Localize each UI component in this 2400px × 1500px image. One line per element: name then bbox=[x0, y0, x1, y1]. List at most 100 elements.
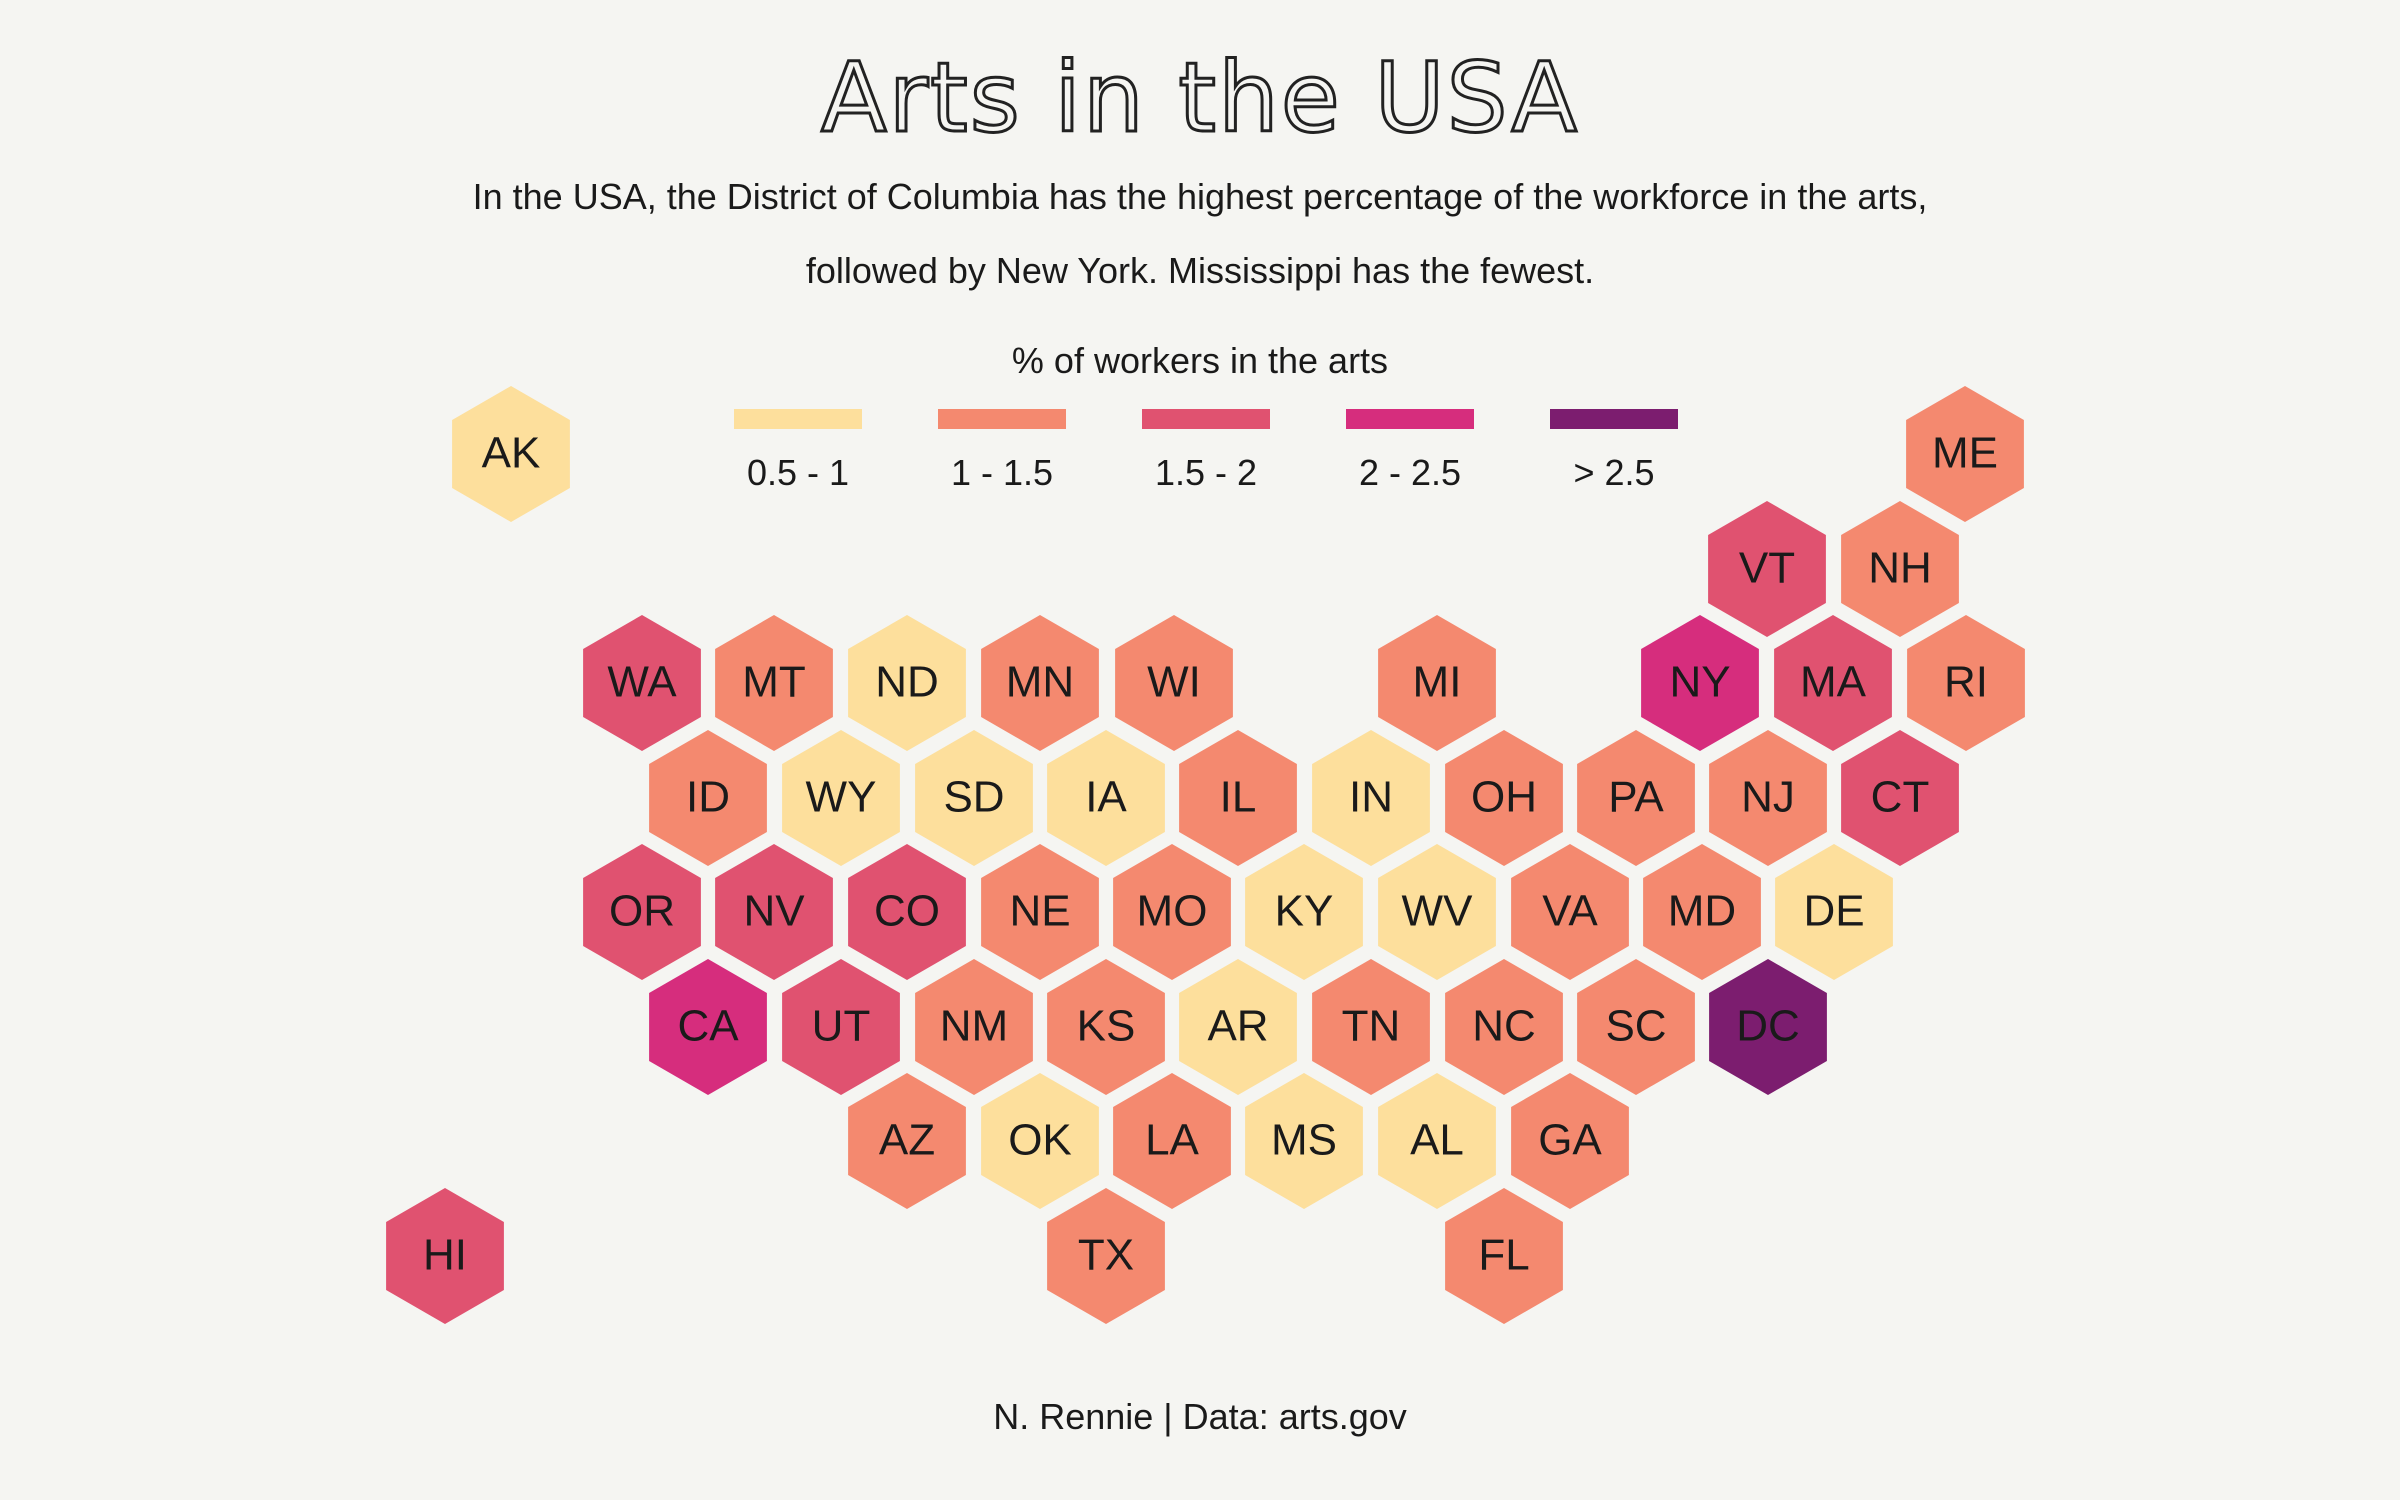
state-label: OK bbox=[1008, 1116, 1072, 1165]
state-hex-ne: NE bbox=[981, 844, 1099, 980]
state-hex-wa: WA bbox=[583, 615, 701, 751]
state-hex-ny: NY bbox=[1641, 615, 1759, 751]
state-label: AZ bbox=[879, 1116, 935, 1165]
legend-label-0: 0.5 - 1 bbox=[746, 452, 850, 493]
state-hex-shape bbox=[915, 730, 1033, 866]
state-label: ID bbox=[686, 773, 730, 822]
state-hex-sc: SC bbox=[1577, 959, 1695, 1095]
state-hex-tx: TX bbox=[1047, 1188, 1165, 1324]
state-label: WY bbox=[806, 773, 877, 822]
state-hex-shape bbox=[1841, 501, 1959, 637]
state-hex-ar: AR bbox=[1179, 959, 1297, 1095]
state-hex-mn: MN bbox=[981, 615, 1099, 751]
state-label: KS bbox=[1077, 1002, 1136, 1051]
state-hex-co: CO bbox=[848, 844, 966, 980]
state-hex-wy: WY bbox=[782, 730, 900, 866]
state-hex-ks: KS bbox=[1047, 959, 1165, 1095]
state-label: NE bbox=[1009, 887, 1070, 936]
state-label: NY bbox=[1669, 658, 1730, 707]
state-hex-shape bbox=[1047, 1188, 1165, 1324]
state-label: IL bbox=[1220, 773, 1257, 822]
state-hex-shape bbox=[981, 615, 1099, 751]
legend-label-3: 2 - 2.5 bbox=[1358, 452, 1462, 493]
state-label: MI bbox=[1413, 658, 1462, 707]
state-hex-shape bbox=[1179, 730, 1297, 866]
state-label: SD bbox=[943, 773, 1004, 822]
state-hex-ky: KY bbox=[1245, 844, 1363, 980]
state-label: ND bbox=[875, 658, 939, 707]
state-label: VA bbox=[1542, 887, 1598, 936]
state-label: VT bbox=[1739, 544, 1795, 593]
state-hex-shape bbox=[981, 1073, 1099, 1209]
state-hex-shape bbox=[915, 959, 1033, 1095]
state-hex-md: MD bbox=[1643, 844, 1761, 980]
state-hex-ct: CT bbox=[1841, 730, 1959, 866]
state-hex-in: IN bbox=[1312, 730, 1430, 866]
state-hex-shape bbox=[649, 959, 767, 1095]
state-label: GA bbox=[1538, 1116, 1602, 1165]
state-hex-ma: MA bbox=[1774, 615, 1892, 751]
state-hex-id: ID bbox=[649, 730, 767, 866]
state-label: OH bbox=[1471, 773, 1537, 822]
state-hex-shape bbox=[782, 730, 900, 866]
state-label: IN bbox=[1349, 773, 1393, 822]
state-hex-shape bbox=[1774, 615, 1892, 751]
state-hex-nh: NH bbox=[1841, 501, 1959, 637]
state-hex-il: IL bbox=[1179, 730, 1297, 866]
legend-label-1: 1 - 1.5 bbox=[950, 452, 1054, 493]
subtitle-line-1: In the USA, the District of Columbia has… bbox=[472, 176, 1928, 217]
state-hex-shape bbox=[1245, 1073, 1363, 1209]
state-hex-or: OR bbox=[583, 844, 701, 980]
state-hex-ca: CA bbox=[649, 959, 767, 1095]
state-label: CT bbox=[1871, 773, 1930, 822]
state-label: LA bbox=[1145, 1116, 1199, 1165]
state-hex-al: AL bbox=[1378, 1073, 1496, 1209]
state-hex-sd: SD bbox=[915, 730, 1033, 866]
state-hex-ok: OK bbox=[981, 1073, 1099, 1209]
state-hex-ms: MS bbox=[1245, 1073, 1363, 1209]
state-hex-ut: UT bbox=[782, 959, 900, 1095]
state-label: OR bbox=[609, 887, 675, 936]
legend-label-4: > 2.5 bbox=[1573, 452, 1655, 493]
state-label: SC bbox=[1605, 1002, 1666, 1051]
state-hex-az: AZ bbox=[848, 1073, 966, 1209]
state-hex-shape bbox=[715, 615, 833, 751]
state-hex-mi: MI bbox=[1378, 615, 1496, 751]
state-hex-shape bbox=[1047, 959, 1165, 1095]
state-hex-ga: GA bbox=[1511, 1073, 1629, 1209]
state-hex-shape bbox=[782, 959, 900, 1095]
state-hex-shape bbox=[583, 844, 701, 980]
state-hex-shape bbox=[386, 1188, 504, 1324]
state-hex-ak: AK bbox=[452, 386, 570, 522]
state-hex-shape bbox=[1113, 844, 1231, 980]
state-label: CO bbox=[874, 887, 940, 936]
legend-title: % of workers in the arts bbox=[1011, 340, 1389, 381]
chart-title: Arts in the USA bbox=[819, 41, 1580, 156]
legend-label-2: 1.5 - 2 bbox=[1154, 452, 1258, 493]
state-hex-shape bbox=[848, 844, 966, 980]
state-hex-shape bbox=[981, 844, 1099, 980]
state-hex-shape bbox=[1245, 844, 1363, 980]
legend-swatch-1 bbox=[938, 409, 1066, 429]
state-hex-shape bbox=[1841, 730, 1959, 866]
state-hex-shape bbox=[1312, 959, 1430, 1095]
state-hex-dc: DC bbox=[1709, 959, 1827, 1095]
state-hex-nv: NV bbox=[715, 844, 833, 980]
state-hex-hi: HI bbox=[386, 1188, 504, 1324]
state-label: WI bbox=[1147, 658, 1201, 707]
state-hex-shape bbox=[452, 386, 570, 522]
state-label: AK bbox=[482, 429, 541, 478]
state-hex-va: VA bbox=[1511, 844, 1629, 980]
state-hex-fl: FL bbox=[1445, 1188, 1563, 1324]
state-hex-la: LA bbox=[1113, 1073, 1231, 1209]
state-hex-nd: ND bbox=[848, 615, 966, 751]
state-hex-shape bbox=[1906, 386, 2024, 522]
state-hex-shape bbox=[1511, 1073, 1629, 1209]
legend-swatch-2 bbox=[1142, 409, 1270, 429]
state-label: ME bbox=[1932, 429, 1998, 478]
state-hex-de: DE bbox=[1775, 844, 1893, 980]
state-label: CA bbox=[677, 1002, 739, 1051]
state-hex-shape bbox=[1775, 844, 1893, 980]
state-label: HI bbox=[423, 1231, 467, 1280]
